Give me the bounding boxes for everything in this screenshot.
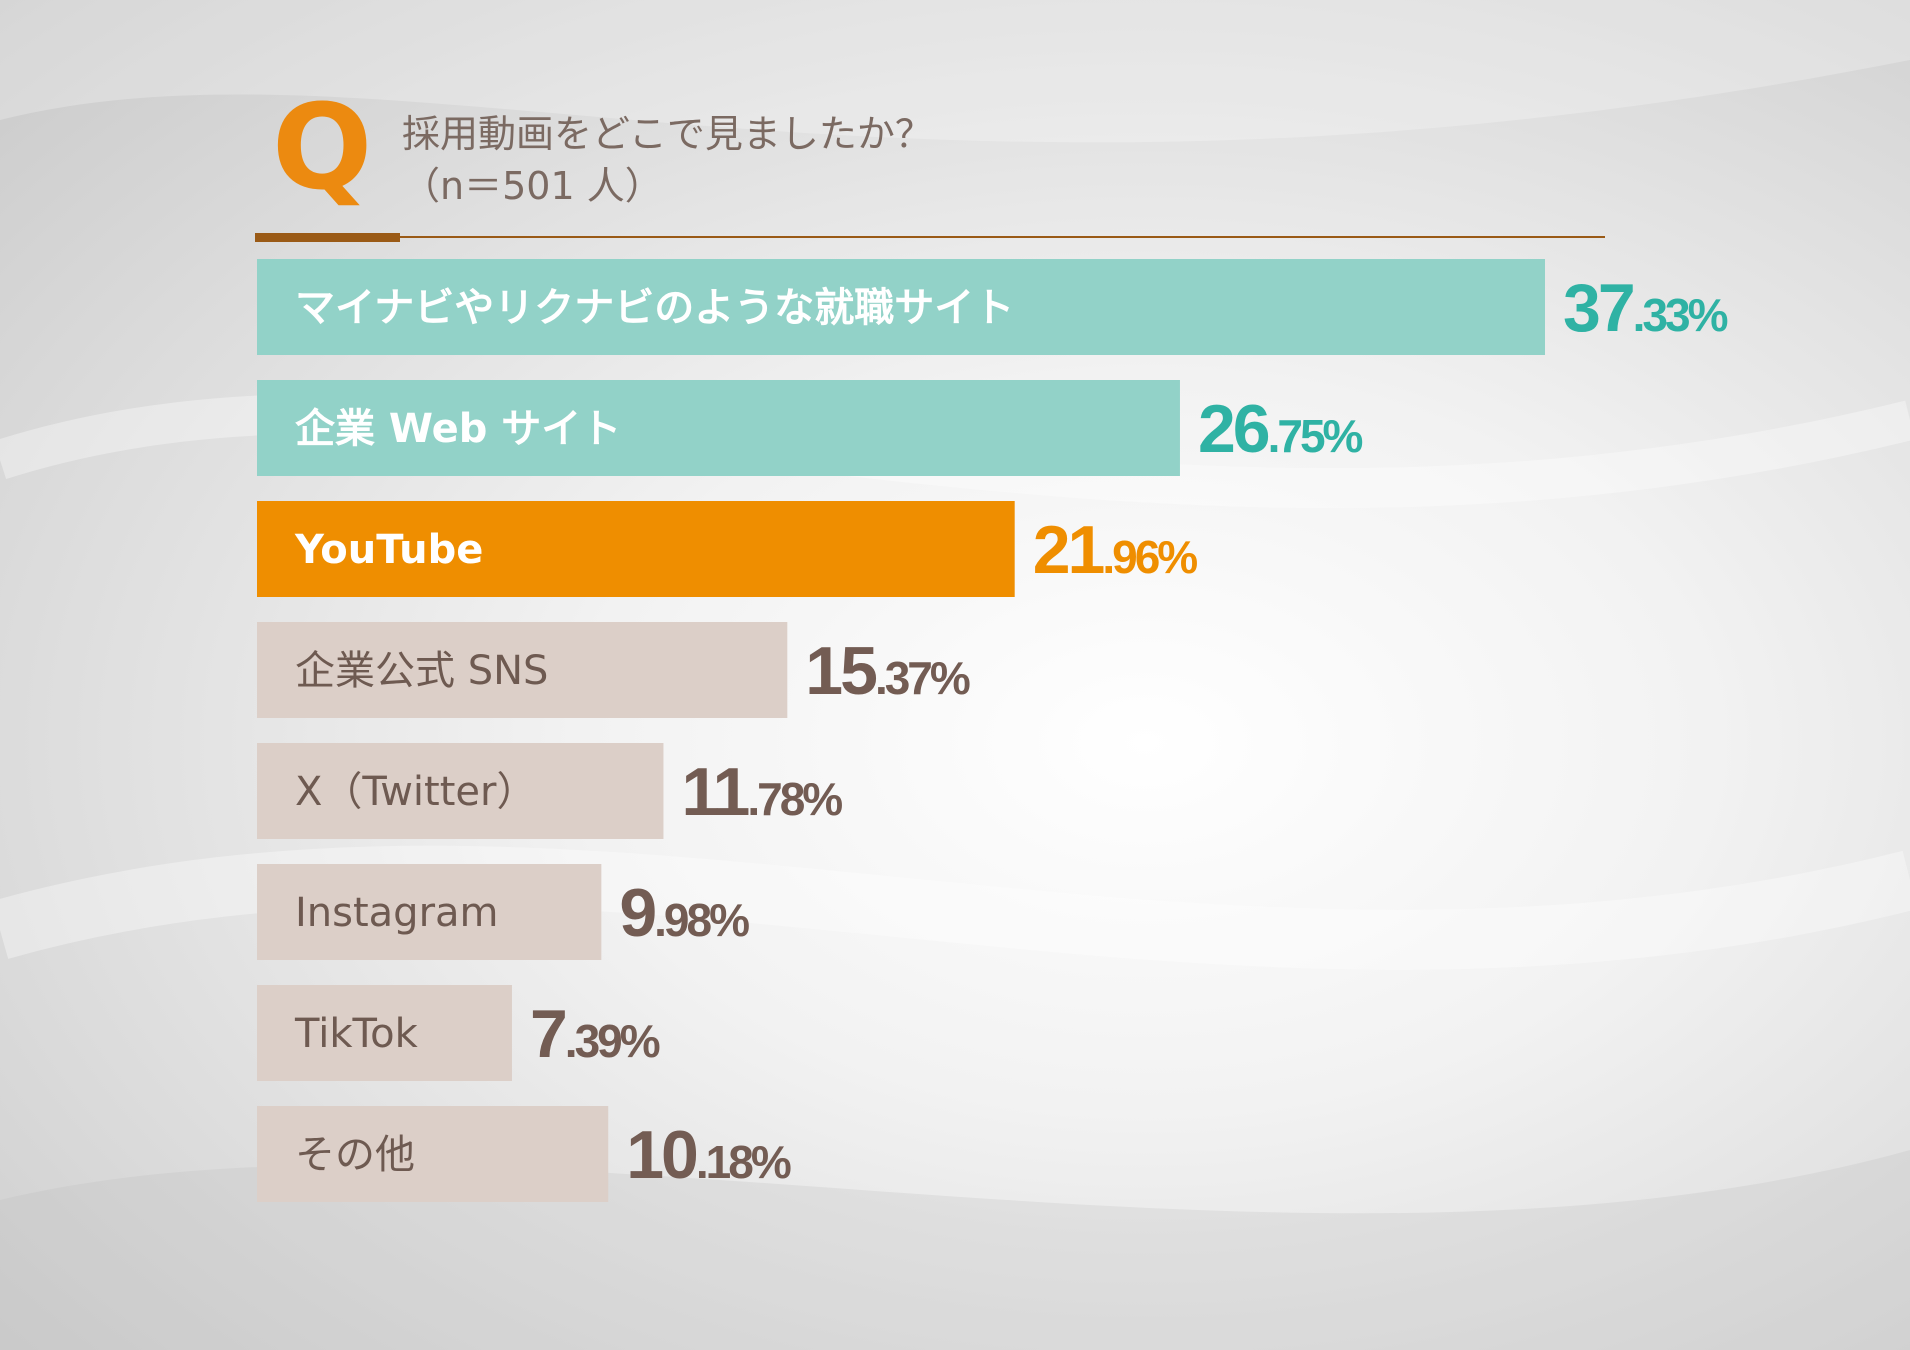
- bar-label-2: YouTube: [294, 527, 483, 573]
- bar-0: [257, 259, 1545, 355]
- bar-label-7: その他: [295, 1132, 415, 1178]
- bar-7: [257, 1106, 609, 1202]
- value-label-5: 9.98%: [619, 875, 749, 951]
- bar-label-1: 企業 Web サイト: [295, 406, 621, 452]
- bar-1: [257, 380, 1180, 476]
- value-label-2: 21.96%: [1033, 512, 1198, 588]
- value-label-4: 11.78%: [681, 754, 842, 830]
- bar-label-6: TikTok: [294, 1011, 419, 1057]
- question-block: 採用動画をどこで見ましたか？ （n＝501 人）: [402, 108, 933, 212]
- bar-5: [257, 864, 602, 960]
- header-rule: [255, 236, 1605, 238]
- bar-label-0: マイナビやリクナビのような就職サイト: [295, 285, 1014, 331]
- question-mark-q: Q: [272, 78, 373, 216]
- value-label-0: 37.33%: [1563, 270, 1728, 346]
- bar-4: [257, 743, 664, 839]
- question-text: 採用動画をどこで見ましたか？: [402, 112, 933, 156]
- bar-label-3: 企業公式 SNS: [295, 648, 548, 694]
- bar-2: [257, 501, 1015, 597]
- value-label-1: 26.75%: [1198, 391, 1363, 467]
- bar-6: [257, 985, 512, 1081]
- bar-label-4: X（Twitter）: [295, 769, 536, 815]
- bar-3: [257, 622, 788, 718]
- value-label-7: 10.18%: [626, 1117, 791, 1193]
- bar-label-5: Instagram: [295, 890, 499, 936]
- value-label-6: 7.39%: [530, 996, 660, 1072]
- value-label-3: 15.37%: [805, 633, 970, 709]
- sample-size: （n＝501 人）: [402, 164, 663, 208]
